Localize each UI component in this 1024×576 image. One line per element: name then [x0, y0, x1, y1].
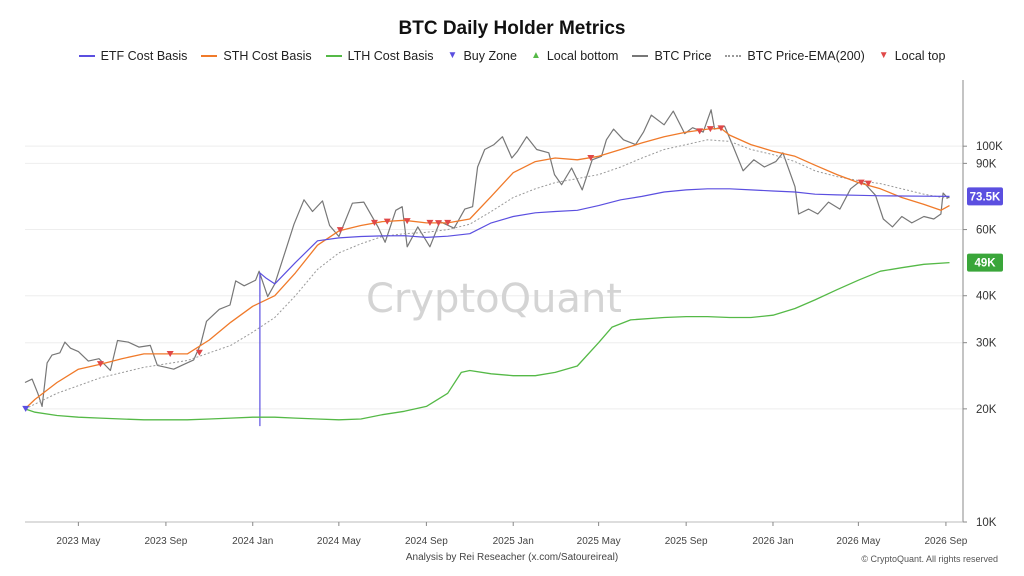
watermark-text: CryptoQuant [366, 276, 622, 322]
marker-local-top [166, 350, 174, 357]
marker-local-top [383, 218, 391, 225]
marker-local-top [587, 155, 595, 162]
legend-label: BTC Price-EMA(200) [747, 49, 865, 63]
legend-item-buy-zone[interactable]: ▼ Buy Zone [448, 49, 517, 63]
x-tick-label: 2026 May [836, 536, 880, 547]
legend-swatch [325, 55, 342, 57]
legend-item-sth-cost-basis[interactable]: STH Cost Basis [201, 49, 312, 63]
marker-local-top [857, 179, 865, 186]
marker-local-top [434, 220, 442, 227]
y-tick-label: 20K [976, 404, 997, 416]
series-line-btc-price-ema-200 [24, 139, 950, 410]
chart-title: BTC Daily Holder Metrics [398, 18, 626, 39]
series-line-btc-price [24, 109, 950, 407]
value-badge-label: 73.5K [970, 191, 1001, 203]
y-tick-labels: 10K 20K 30K 40K 60K 90K 100K [963, 141, 1003, 529]
marker-local-top [706, 126, 714, 133]
marker-local-top [370, 219, 378, 226]
legend-label: Local bottom [546, 49, 619, 63]
marker-local-top [444, 219, 452, 226]
series-line-etf-cost-basis [259, 188, 950, 427]
y-tick-label: 60K [976, 225, 997, 237]
legend-item-btc-price-ema-200[interactable]: BTC Price-EMA(200) [725, 49, 865, 63]
legend-marker-icon: ▲ [530, 50, 541, 61]
grid-lines [25, 145, 963, 523]
chart-legend: ETF Cost Basis STH Cost Basis LTH Cost Bas… [0, 49, 1024, 63]
marker-local-top [717, 125, 725, 132]
x-tick-label: 2024 Sep [405, 536, 448, 547]
x-tick-label: 2024 May [317, 536, 361, 547]
marker-local-top [696, 128, 704, 135]
legend-item-etf-cost-basis[interactable]: ETF Cost Basis [78, 49, 188, 63]
copyright-notice: © CryptoQuant. All rights reserved [861, 554, 998, 564]
legend-label: Local top [894, 49, 946, 63]
series-lines [24, 109, 950, 427]
legend-item-btc-price[interactable]: BTC Price [632, 49, 711, 63]
x-tick-label: 2026 Jan [752, 536, 793, 547]
marker-local-top [336, 227, 344, 234]
marker-local-top [426, 219, 434, 226]
y-tick-label: 40K [976, 291, 997, 303]
marker-buy-zone [22, 405, 30, 412]
event-markers [22, 125, 872, 412]
legend-label: Buy Zone [463, 49, 517, 63]
legend-label: BTC Price [654, 49, 712, 63]
legend-marker-icon: ▼ [447, 50, 458, 61]
legend-marker-icon: ▼ [878, 50, 889, 61]
x-tick-label: 2025 Jan [493, 536, 534, 547]
series-line-sth-cost-basis [24, 127, 950, 410]
y-tick-label: 10K [976, 517, 997, 529]
marker-local-top [403, 218, 411, 225]
x-tick-label: 2025 May [577, 536, 621, 547]
x-tick-label: 2023 Sep [144, 536, 187, 547]
analysis-credit: Analysis by Rei Reseacher (x.com/Satoure… [405, 552, 619, 563]
value-badge [967, 187, 1003, 206]
y-tick-label: 100K [976, 141, 1003, 153]
legend-swatch [201, 55, 218, 57]
legend-swatch [632, 55, 649, 57]
x-tick-label: 2026 Sep [925, 536, 968, 547]
x-tick-label: 2024 Jan [232, 536, 273, 547]
legend-label: STH Cost Basis [223, 49, 312, 63]
legend-label: ETF Cost Basis [100, 49, 188, 63]
y-tick-label: 90K [976, 158, 997, 170]
x-tick-label: 2023 May [56, 536, 100, 547]
legend-swatch [725, 55, 742, 57]
marker-local-top [96, 361, 104, 368]
marker-local-top [195, 349, 203, 356]
legend-label: LTH Cost Basis [347, 49, 434, 63]
legend-swatch [78, 55, 95, 57]
legend-item-local-top[interactable]: ▼ Local top [879, 49, 946, 63]
series-line-lth-cost-basis [24, 261, 950, 421]
x-tick-label: 2025 Sep [665, 536, 708, 547]
x-tick-labels: 2023 May 2023 Sep 2024 Jan 2024 May 2024 Sep… [56, 522, 968, 547]
value-badge [967, 253, 1003, 272]
marker-local-top [864, 180, 872, 187]
legend-item-local-bottom[interactable]: ▲ Local bottom [531, 49, 618, 63]
value-badge-label: 49K [974, 258, 996, 270]
value-badges: 73.5K 49K [967, 187, 1003, 272]
legend-item-lth-cost-basis[interactable]: LTH Cost Basis [325, 49, 434, 63]
y-tick-label: 30K [976, 338, 997, 350]
